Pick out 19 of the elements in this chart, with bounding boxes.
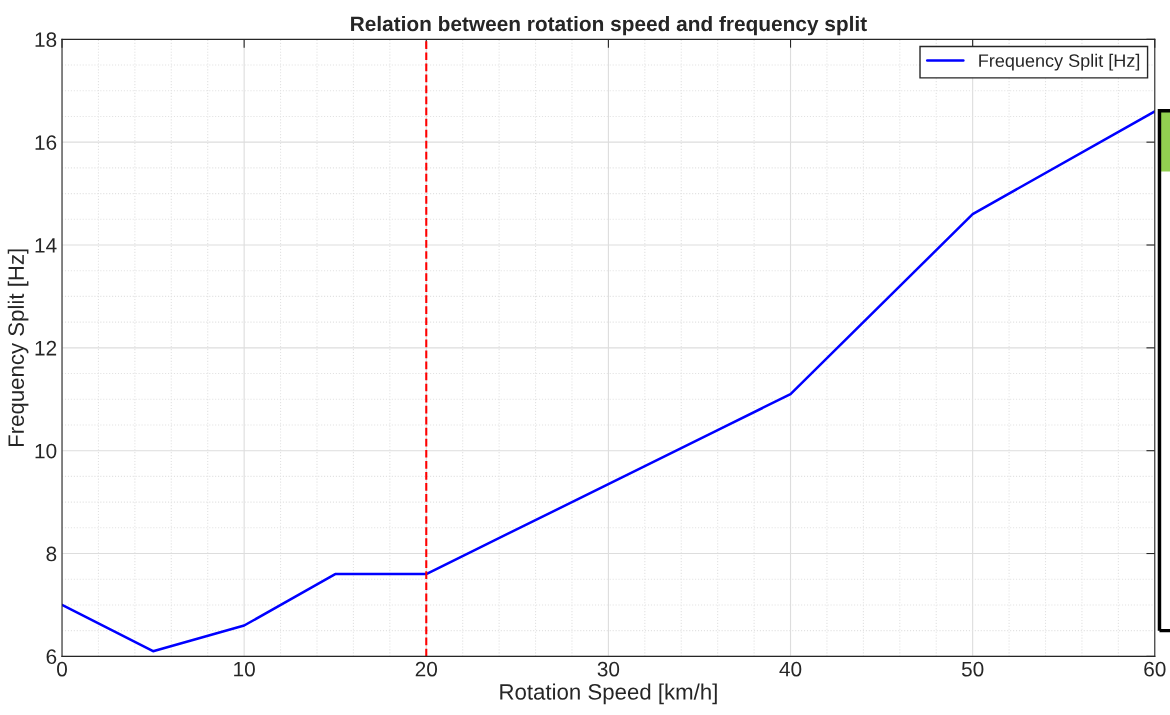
- legend-label: Frequency Split [Hz]: [979, 53, 1140, 71]
- y-axis-title: Frequency Split [Hz]: [7, 249, 29, 447]
- y-tick-label: 8: [46, 546, 57, 562]
- y-tick-label: 12: [35, 340, 57, 356]
- line-series: [62, 110, 1155, 653]
- y-tick-label: 10: [35, 443, 57, 459]
- chart-title: Relation between rotation speed and frequency split: [351, 15, 867, 36]
- y-tick-label: 14: [35, 238, 57, 253]
- x-tick-label: 20: [415, 661, 438, 677]
- x-tick-label: 10: [234, 661, 255, 677]
- y-tick-label: 18: [35, 32, 57, 48]
- x-tick-label: 40: [779, 661, 802, 677]
- x-tick-label: 50: [961, 661, 984, 677]
- x-tick-label: 60: [1144, 661, 1166, 677]
- x-tick-label: 30: [597, 661, 620, 677]
- y-tick-label: 6: [46, 649, 57, 665]
- x-axis-title: Rotation Speed [km/h]: [500, 683, 717, 705]
- x-tick-label: 0: [57, 661, 67, 677]
- y-tick-label: 16: [35, 135, 57, 150]
